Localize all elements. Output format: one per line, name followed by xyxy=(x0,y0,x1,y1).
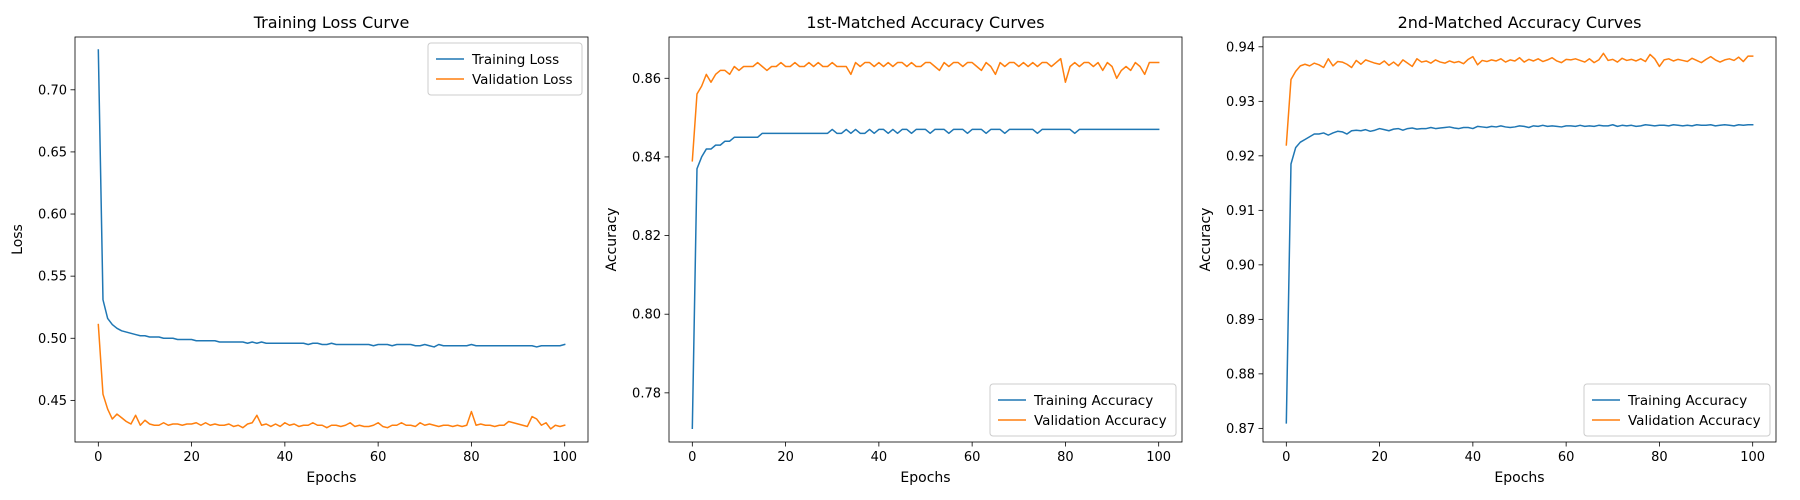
series-line-validation xyxy=(1285,52,1754,146)
y-tick-label: 0.78 xyxy=(632,386,661,401)
y-tick-label: 0.88 xyxy=(1226,367,1255,382)
x-axis-label: Epochs xyxy=(900,470,950,486)
x-tick-label: 40 xyxy=(1465,450,1482,465)
y-tick-label: 0.70 xyxy=(38,83,67,98)
x-tick-label: 100 xyxy=(1740,450,1765,465)
legend-box xyxy=(1583,383,1771,437)
y-tick-label: 0.45 xyxy=(38,394,67,409)
legend-label: Training Loss xyxy=(471,52,559,68)
x-tick-label: 40 xyxy=(277,450,294,465)
y-axis-label: Accuracy xyxy=(604,208,620,272)
chart-panel-2: 0 20 40 60 80 100 0.78 0.80 0.82 0.84 0.86 1st-Matc… xyxy=(604,13,1183,486)
chart-title: 2nd-Matched Accuracy Curves xyxy=(1398,13,1642,32)
series-line-training xyxy=(691,128,1160,430)
legend-label: Validation Accuracy xyxy=(1628,413,1761,429)
x-tick-label: 20 xyxy=(777,450,794,465)
x-tick-label: 80 xyxy=(1057,450,1074,465)
y-tick-label: 0.60 xyxy=(38,208,67,223)
legend-label: Validation Loss xyxy=(472,72,573,88)
y-tick-label: 0.55 xyxy=(38,270,67,285)
legend-label: Validation Accuracy xyxy=(1034,413,1167,429)
axes-frame xyxy=(1262,36,1777,443)
series-line-validation xyxy=(691,57,1160,162)
series-line-training xyxy=(97,49,566,348)
y-tick-label: 0.94 xyxy=(1226,40,1255,55)
legend-box xyxy=(989,383,1177,437)
x-tick-label: 20 xyxy=(183,450,200,465)
chart-panel-1: 0 20 40 60 80 100 0.45 0.50 0.55 0.60 0.65 0.70 Trai… xyxy=(10,13,589,486)
x-tick-label: 0 xyxy=(1282,450,1290,465)
legend: Training Loss Validation Loss xyxy=(427,42,583,96)
y-tick-label: 0.82 xyxy=(632,229,661,244)
y-tick-label: 0.87 xyxy=(1226,422,1255,437)
x-tick-label: 60 xyxy=(1558,450,1575,465)
y-tick-label: 0.90 xyxy=(1226,258,1255,273)
legend: Training Accuracy Validation Accuracy xyxy=(1583,383,1771,437)
x-tick-label: 80 xyxy=(463,450,480,465)
chart-title: 1st-Matched Accuracy Curves xyxy=(806,13,1044,32)
y-tick-label: 0.93 xyxy=(1226,95,1255,110)
y-tick-label: 0.80 xyxy=(632,308,661,323)
x-tick-label: 100 xyxy=(1146,450,1171,465)
y-tick-label: 0.91 xyxy=(1226,204,1255,219)
axes-frame xyxy=(668,36,1183,443)
y-axis-label: Loss xyxy=(10,224,26,255)
y-tick-label: 0.84 xyxy=(632,150,661,165)
y-tick-label: 0.86 xyxy=(632,72,661,87)
x-tick-label: 0 xyxy=(688,450,696,465)
x-tick-label: 60 xyxy=(370,450,387,465)
chart-panel-3: 0 20 40 60 80 100 0.87 0.88 0.89 0.90 0.91 0.92 0.93… xyxy=(1198,13,1777,486)
series-line-validation xyxy=(97,323,566,430)
legend: Training Accuracy Validation Accuracy xyxy=(989,383,1177,437)
axes-frame xyxy=(74,36,589,443)
x-tick-label: 80 xyxy=(1651,450,1668,465)
y-axis-label: Accuracy xyxy=(1198,208,1214,272)
legend-box xyxy=(427,42,583,96)
y-tick-label: 0.65 xyxy=(38,145,67,160)
chart-title: Training Loss Curve xyxy=(253,13,410,32)
y-tick-label: 0.89 xyxy=(1226,313,1255,328)
x-axis-label: Epochs xyxy=(1494,470,1544,486)
x-tick-label: 60 xyxy=(964,450,981,465)
x-tick-label: 40 xyxy=(871,450,888,465)
series-line-training xyxy=(1285,124,1754,424)
x-tick-label: 0 xyxy=(94,450,102,465)
x-axis-label: Epochs xyxy=(306,470,356,486)
y-tick-label: 0.92 xyxy=(1226,149,1255,164)
y-tick-label: 0.50 xyxy=(38,332,67,347)
x-tick-label: 100 xyxy=(552,450,577,465)
legend-label: Training Accuracy xyxy=(1033,393,1153,409)
legend-label: Training Accuracy xyxy=(1627,393,1747,409)
x-tick-label: 20 xyxy=(1371,450,1388,465)
